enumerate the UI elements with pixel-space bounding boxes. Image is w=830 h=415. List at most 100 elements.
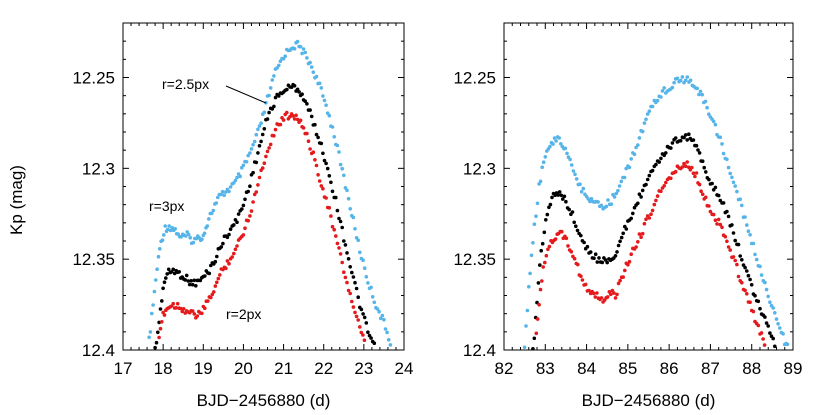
data-point xyxy=(693,174,697,179)
data-point xyxy=(623,268,627,273)
data-point xyxy=(158,326,163,331)
data-point xyxy=(586,197,590,201)
data-point xyxy=(543,260,547,265)
data-point xyxy=(535,201,540,206)
data-point xyxy=(751,309,756,314)
data-point xyxy=(592,256,596,261)
data-point xyxy=(240,207,244,211)
data-point xyxy=(740,280,744,285)
data-point xyxy=(385,330,389,335)
annotation-r3: r=3px xyxy=(149,198,184,214)
data-point xyxy=(746,273,751,278)
data-point xyxy=(707,177,711,182)
y-tick-label: 12.4 xyxy=(463,341,496,360)
left-panel: 17 18 19 20 21 22 23 24 12.25 12.3 12.35 12.4 r=2.5… xyxy=(72,22,413,410)
data-point xyxy=(629,216,633,221)
x-tick-label: 20 xyxy=(234,359,253,378)
data-point xyxy=(285,87,289,92)
data-point xyxy=(547,244,552,249)
data-point xyxy=(532,222,537,226)
data-point xyxy=(235,244,239,248)
data-point xyxy=(697,182,702,187)
data-point xyxy=(766,324,770,328)
data-point xyxy=(185,230,189,234)
data-point xyxy=(330,189,335,194)
data-point xyxy=(252,139,257,144)
left-plot-frame xyxy=(122,22,405,351)
data-point xyxy=(673,169,678,174)
data-point xyxy=(644,182,648,187)
data-point xyxy=(745,292,749,296)
data-point xyxy=(211,208,216,213)
data-point xyxy=(632,152,637,157)
data-point xyxy=(595,260,600,264)
data-point xyxy=(361,258,365,263)
data-point xyxy=(557,190,562,194)
data-point xyxy=(248,151,252,155)
data-point xyxy=(351,215,356,220)
data-point xyxy=(154,278,158,282)
data-point xyxy=(301,47,306,51)
data-point xyxy=(321,94,325,98)
data-point xyxy=(380,313,385,318)
data-point xyxy=(288,114,292,119)
data-point xyxy=(160,238,165,242)
data-point xyxy=(748,277,752,282)
data-point xyxy=(662,86,666,90)
data-point xyxy=(150,311,154,316)
data-point xyxy=(174,306,178,310)
data-point xyxy=(595,291,599,295)
data-point xyxy=(291,114,295,118)
data-point xyxy=(254,190,259,194)
data-point xyxy=(655,194,660,198)
data-point xyxy=(562,194,567,199)
data-point xyxy=(547,205,551,210)
data-point xyxy=(251,200,255,204)
data-point xyxy=(773,311,777,315)
data-point xyxy=(190,309,195,313)
data-point xyxy=(386,338,391,342)
data-point xyxy=(738,254,742,258)
data-point xyxy=(564,236,569,241)
data-point xyxy=(378,316,383,321)
data-point xyxy=(383,327,388,331)
data-point xyxy=(738,197,742,201)
data-point xyxy=(629,252,633,256)
data-point xyxy=(311,70,316,74)
data-point xyxy=(534,331,539,336)
data-point xyxy=(167,224,171,228)
data-point xyxy=(251,170,255,175)
data-point xyxy=(527,284,531,289)
data-point xyxy=(743,288,747,293)
data-point xyxy=(650,208,655,213)
data-point xyxy=(778,326,782,330)
data-point xyxy=(382,317,386,322)
right-data-points xyxy=(522,75,790,351)
data-point xyxy=(600,260,605,265)
data-point xyxy=(559,142,563,146)
data-point xyxy=(262,161,267,165)
data-point xyxy=(227,189,231,194)
data-point xyxy=(235,220,239,224)
data-point xyxy=(325,166,330,171)
data-point xyxy=(313,122,317,127)
data-point xyxy=(700,192,705,197)
data-point xyxy=(194,284,198,288)
data-point xyxy=(596,200,600,204)
left-x-axis-label: BJD−2456880 (d) xyxy=(197,391,331,410)
data-point xyxy=(235,175,239,180)
data-point xyxy=(295,39,300,44)
data-point xyxy=(616,243,621,248)
data-point xyxy=(736,274,741,279)
data-point xyxy=(631,211,635,216)
data-point xyxy=(249,209,254,213)
data-point xyxy=(345,188,349,193)
data-point xyxy=(704,170,708,174)
data-point xyxy=(273,95,278,100)
data-point xyxy=(224,190,228,194)
data-point xyxy=(531,241,535,245)
data-point xyxy=(687,132,691,136)
data-point xyxy=(537,182,541,186)
data-point xyxy=(694,143,699,148)
